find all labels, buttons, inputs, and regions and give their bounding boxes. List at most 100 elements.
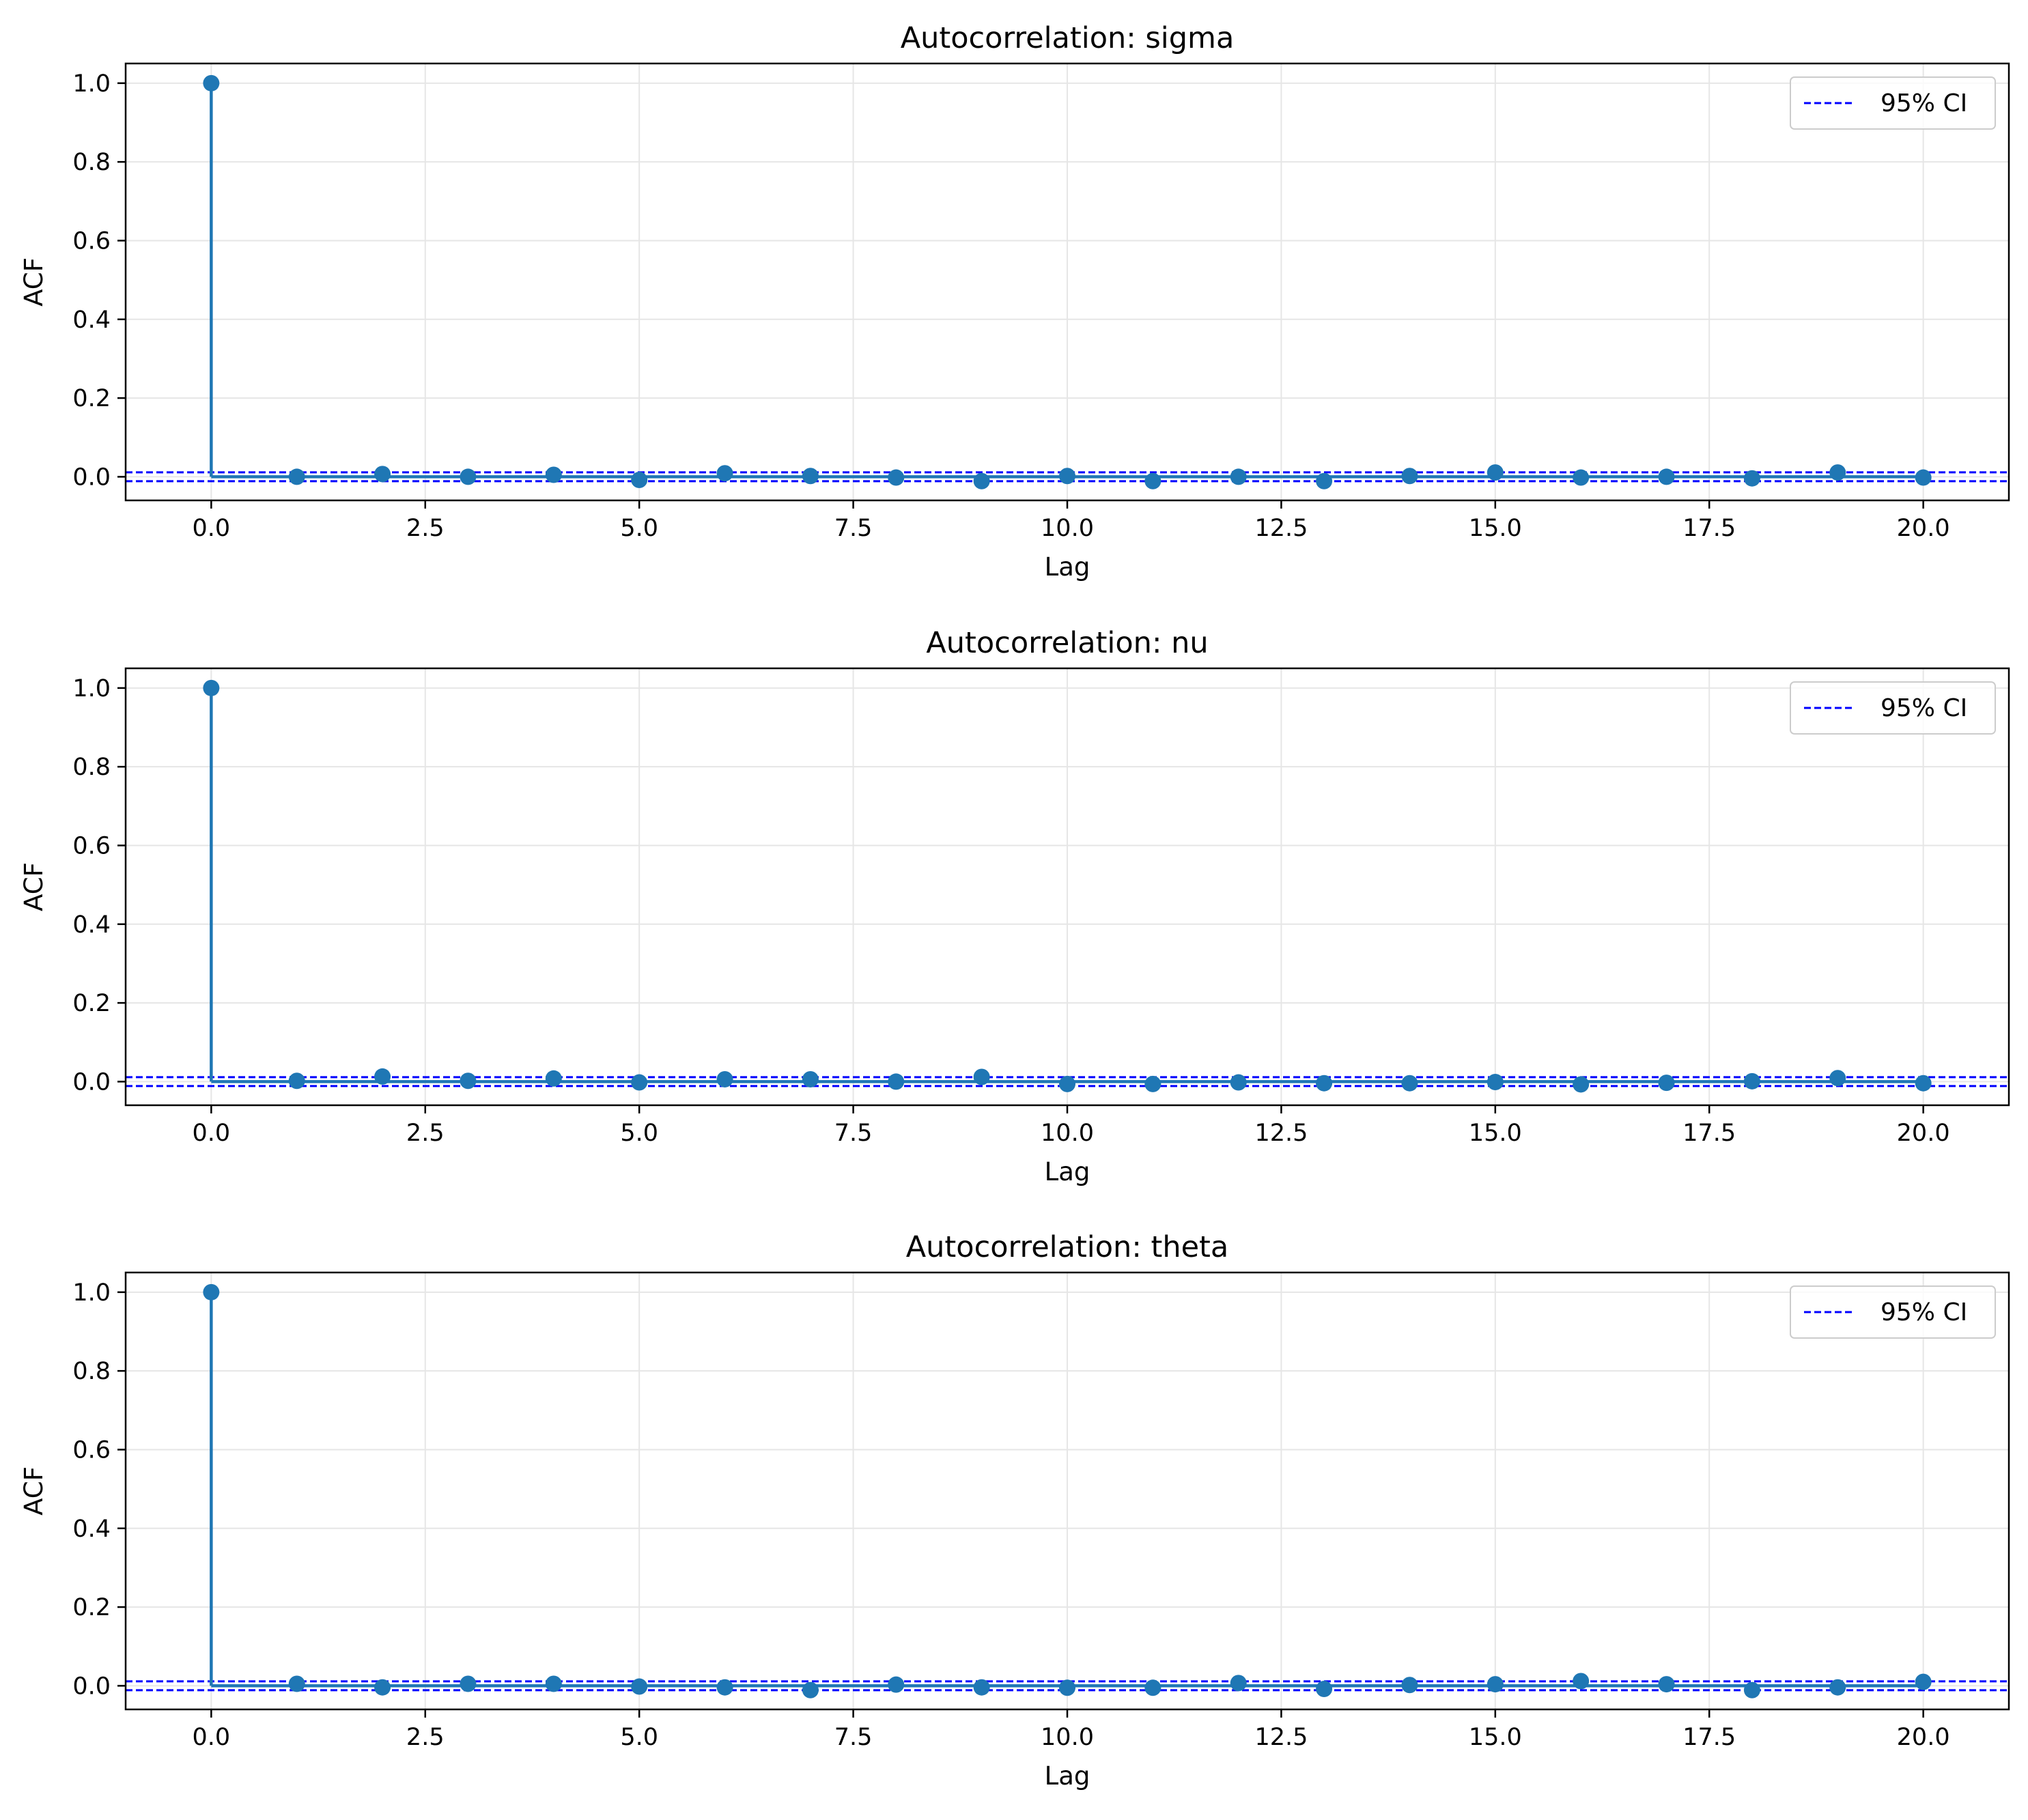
x-axis-label: Lag bbox=[1045, 1157, 1090, 1186]
legend-ci-label: 95% CI bbox=[1881, 1298, 1967, 1326]
stem-marker bbox=[374, 1068, 391, 1085]
stem-marker bbox=[203, 1283, 220, 1300]
stem-marker bbox=[288, 468, 305, 485]
stem-marker bbox=[1144, 472, 1161, 489]
x-axis-label: Lag bbox=[1045, 552, 1090, 582]
x-tick-label: 20.0 bbox=[1897, 1120, 1950, 1147]
y-tick-label: 0.6 bbox=[72, 227, 111, 255]
y-tick-label: 1.0 bbox=[72, 1279, 111, 1307]
stems bbox=[203, 679, 1932, 1093]
y-tick-label: 0.4 bbox=[72, 1516, 111, 1543]
x-tick-label: 0.0 bbox=[193, 1120, 231, 1147]
y-axis: 0.0 0.2 0.4 0.6 0.8 1.0 bbox=[72, 70, 126, 491]
stems bbox=[203, 74, 1932, 489]
stem-marker bbox=[1829, 464, 1846, 481]
x-tick-label: 7.5 bbox=[834, 1120, 873, 1147]
stem-marker bbox=[545, 1675, 562, 1692]
y-tick-label: 0.8 bbox=[72, 1358, 111, 1385]
stem-marker bbox=[716, 1679, 733, 1696]
stem-marker bbox=[1401, 1677, 1418, 1694]
x-tick-label: 5.0 bbox=[620, 515, 658, 542]
stem-marker bbox=[288, 1675, 305, 1692]
stem-marker bbox=[374, 1679, 391, 1696]
y-tick-label: 0.6 bbox=[72, 832, 111, 859]
stem-marker bbox=[1230, 468, 1247, 485]
x-axis-label: Lag bbox=[1045, 1761, 1090, 1791]
stem-marker bbox=[1401, 1075, 1418, 1092]
x-tick-label: 10.0 bbox=[1041, 515, 1094, 542]
stem-marker bbox=[716, 465, 733, 482]
stems bbox=[203, 1283, 1932, 1698]
legend: 95% CI bbox=[1790, 1285, 1996, 1339]
stem-marker bbox=[1059, 468, 1075, 485]
y-tick-label: 0.0 bbox=[72, 1068, 111, 1096]
x-tick-label: 5.0 bbox=[620, 1724, 658, 1751]
stem-marker bbox=[1487, 1073, 1504, 1090]
stem-marker bbox=[1573, 1673, 1590, 1690]
x-tick-label: 5.0 bbox=[620, 1120, 658, 1147]
stem-marker bbox=[1487, 464, 1504, 481]
x-tick-label: 0.0 bbox=[193, 515, 231, 542]
y-tick-label: 0.2 bbox=[72, 990, 111, 1017]
subplot-0: 0.0 2.5 5.0 7.5 10.0 12.5 15.0 17.5 20.00.00.20.… bbox=[19, 21, 2010, 582]
x-tick-label: 2.5 bbox=[406, 515, 445, 542]
legend-box bbox=[1790, 76, 1996, 130]
legend-box bbox=[1790, 681, 1996, 735]
stem-marker bbox=[460, 1675, 477, 1692]
stem-marker bbox=[1059, 1679, 1075, 1696]
x-axis: 0.0 2.5 5.0 7.5 10.0 12.5 15.0 17.5 20.0 bbox=[193, 1105, 1950, 1147]
stem-marker bbox=[460, 468, 477, 485]
stem-marker bbox=[203, 679, 220, 696]
y-axis-label: ACF bbox=[19, 862, 48, 911]
stem-marker bbox=[1743, 1072, 1760, 1090]
stem-marker bbox=[1144, 1075, 1161, 1092]
stem-marker bbox=[1658, 468, 1675, 485]
x-tick-label: 10.0 bbox=[1041, 1120, 1094, 1147]
stem-marker bbox=[1316, 472, 1333, 489]
stem-marker bbox=[1573, 1076, 1590, 1093]
stem-marker bbox=[1743, 1681, 1760, 1698]
stem-marker bbox=[973, 1068, 990, 1085]
stem-marker bbox=[973, 472, 990, 489]
x-tick-label: 17.5 bbox=[1682, 1120, 1736, 1147]
x-tick-label: 15.0 bbox=[1469, 1120, 1522, 1147]
legend: 95% CI bbox=[1790, 76, 1996, 130]
x-tick-label: 2.5 bbox=[406, 1120, 445, 1147]
x-tick-label: 20.0 bbox=[1897, 1724, 1950, 1751]
stem-marker bbox=[545, 466, 562, 483]
stem-marker bbox=[716, 1070, 733, 1087]
legend-ci-label: 95% CI bbox=[1881, 89, 1967, 117]
y-tick-label: 0.8 bbox=[72, 149, 111, 176]
x-tick-label: 17.5 bbox=[1682, 515, 1736, 542]
y-tick-label: 0.4 bbox=[72, 307, 111, 334]
stem-marker bbox=[374, 466, 391, 483]
chart-title: Autocorrelation: nu bbox=[926, 626, 1208, 660]
legend-ci-label: 95% CI bbox=[1881, 694, 1967, 722]
stem-marker bbox=[973, 1679, 990, 1696]
stem-marker bbox=[631, 1678, 648, 1695]
x-tick-label: 15.0 bbox=[1469, 1724, 1522, 1751]
x-tick-label: 15.0 bbox=[1469, 515, 1522, 542]
stem-marker bbox=[203, 74, 220, 91]
stem-marker bbox=[545, 1070, 562, 1087]
x-tick-label: 12.5 bbox=[1254, 1120, 1308, 1147]
grid bbox=[126, 668, 2009, 1105]
stem-marker bbox=[1573, 469, 1590, 486]
chart-title: Autocorrelation: sigma bbox=[901, 21, 1235, 55]
x-tick-label: 10.0 bbox=[1041, 1724, 1094, 1751]
y-axis-label: ACF bbox=[19, 1466, 48, 1516]
stem-marker bbox=[1915, 469, 1932, 486]
stem-marker bbox=[460, 1072, 477, 1090]
y-axis-label: ACF bbox=[19, 257, 48, 307]
x-tick-label: 7.5 bbox=[834, 1724, 873, 1751]
stem-marker bbox=[631, 472, 648, 489]
stem-marker bbox=[1230, 1074, 1247, 1091]
stem-marker bbox=[1230, 1675, 1247, 1692]
stem-marker bbox=[888, 469, 905, 486]
stem-marker bbox=[1658, 1075, 1675, 1092]
stem-marker bbox=[1829, 1679, 1846, 1696]
x-tick-label: 2.5 bbox=[406, 1724, 445, 1751]
y-tick-label: 1.0 bbox=[72, 675, 111, 702]
